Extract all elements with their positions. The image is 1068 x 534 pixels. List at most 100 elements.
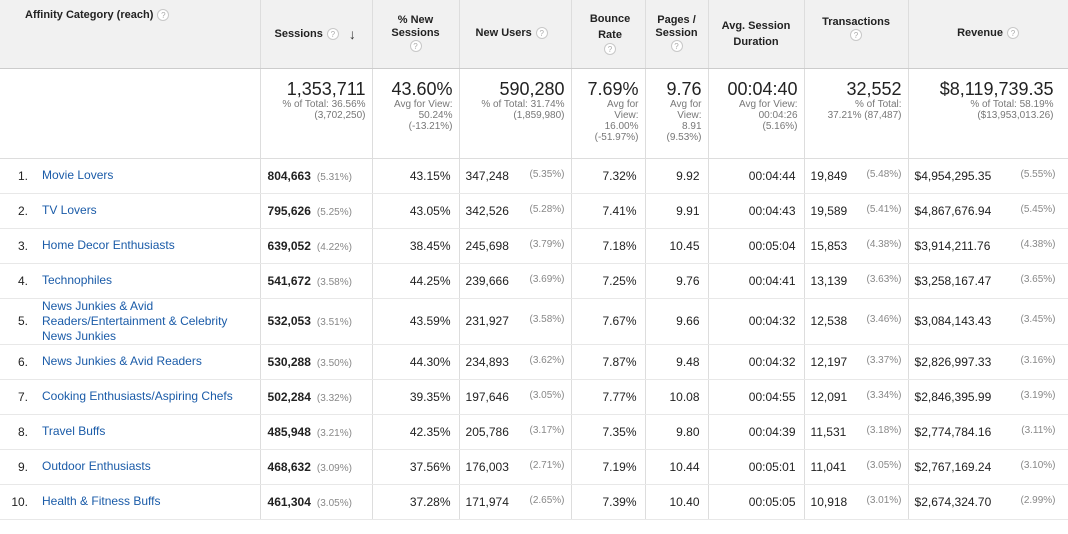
new-users-percent: (3.17%): [529, 424, 565, 436]
category-link[interactable]: Travel Buffs: [28, 414, 261, 450]
sessions-value: 468,632: [267, 459, 311, 474]
row-index: 10.: [0, 484, 28, 520]
totals-bounce-rate-note: View:: [614, 109, 639, 121]
sessions-percent: (3.09%): [316, 462, 352, 474]
new-users-percent: (3.79%): [529, 238, 565, 250]
new-users-cell: 245,698 (3.79%): [459, 228, 572, 264]
transactions-cell: 12,538 (3.46%): [804, 298, 909, 345]
sessions-cell: 461,304 (3.05%): [259, 484, 373, 520]
sessions-value: 530,288: [267, 354, 311, 369]
column-header-sessions[interactable]: Sessions? ↓: [259, 0, 373, 69]
new-users-value: 231,927: [465, 314, 509, 328]
new-sessions-cell: 44.25%: [372, 263, 460, 299]
totals-revenue-note: % of Total: 58.19%: [970, 98, 1054, 110]
sort-descending-icon[interactable]: ↓: [348, 25, 356, 42]
bounce-rate-cell: 7.41%: [571, 193, 646, 229]
category-link[interactable]: TV Lovers: [28, 193, 261, 229]
column-header-new-users[interactable]: New Users?: [459, 0, 572, 69]
new-sessions-cell: 38.45%: [372, 228, 460, 264]
category-link[interactable]: Movie Lovers: [28, 158, 261, 194]
help-icon[interactable]: ?: [535, 27, 548, 40]
category-link[interactable]: Health & Fitness Buffs: [28, 484, 261, 520]
revenue-value: $2,674,324.70: [914, 494, 992, 509]
pages-session-cell: 9.80: [645, 414, 709, 450]
avg-session-duration-cell: 00:04:32: [708, 298, 805, 345]
pages-session-cell: 9.66: [645, 298, 709, 345]
table-row: 4. Technophiles 541,672 (3.58%) 44.25% 23…: [0, 263, 1068, 299]
category-link[interactable]: Home Decor Enthusiasts: [28, 228, 261, 264]
column-header-avg-session-duration[interactable]: Avg. Session Duration: [708, 0, 805, 69]
new-users-percent: (5.35%): [529, 168, 565, 180]
new-sessions-cell: 44.30%: [372, 344, 460, 380]
help-icon[interactable]: ?: [850, 29, 863, 42]
totals-bounce-rate-value: 7.69%: [587, 78, 639, 99]
report-table: Affinity Category (reach)? Sessions? ↓ % …: [0, 0, 1068, 520]
transactions-value: 13,139: [810, 273, 848, 288]
revenue-value: $3,914,211.76: [914, 238, 991, 253]
revenue-percent: (3.65%): [1020, 273, 1056, 285]
totals-sessions-note: % of Total: 36.56%: [282, 98, 366, 110]
column-header-new-users-label: New Users: [475, 27, 532, 40]
transactions-percent: (5.48%): [866, 168, 902, 180]
avg-session-duration-cell: 00:05:05: [708, 484, 805, 520]
transactions-value: 19,589: [810, 203, 848, 218]
revenue-cell: $3,914,211.76 (4.38%): [908, 228, 1068, 264]
column-header-bounce-rate[interactable]: Bounce Rate ?: [571, 0, 646, 69]
help-icon[interactable]: ?: [326, 27, 339, 40]
new-users-cell: 234,893 (3.62%): [459, 344, 572, 380]
transactions-cell: 15,853 (4.38%): [804, 228, 909, 264]
transactions-percent: (3.01%): [866, 494, 902, 506]
table-row: 10. Health & Fitness Buffs 461,304 (3.05%…: [0, 484, 1068, 520]
sessions-percent: (5.25%): [316, 206, 352, 218]
category-link[interactable]: News Junkies & Avid Readers/Entertainmen…: [28, 298, 261, 345]
help-icon[interactable]: ?: [409, 40, 422, 53]
new-users-cell: 197,646 (3.05%): [459, 379, 572, 415]
table-row: 2. TV Lovers 795,626 (5.25%) 43.05% 342,5…: [0, 193, 1068, 229]
transactions-cell: 10,918 (3.01%): [804, 484, 909, 520]
column-header-bounce-rate-label: Bounce Rate: [589, 13, 631, 42]
new-users-percent: (3.05%): [529, 389, 565, 401]
sessions-percent: (3.21%): [316, 427, 352, 439]
help-icon[interactable]: ?: [604, 43, 617, 56]
revenue-cell: $3,258,167.47 (3.65%): [908, 263, 1068, 299]
revenue-cell: $3,084,143.43 (3.45%): [908, 298, 1068, 345]
row-index: 6.: [0, 344, 28, 380]
totals-pages-session-note: Avg for: [670, 98, 702, 110]
avg-session-duration-cell: 00:04:39: [708, 414, 805, 450]
header-row: Affinity Category (reach)? Sessions? ↓ % …: [0, 0, 1068, 69]
category-link[interactable]: Technophiles: [28, 263, 261, 299]
transactions-cell: 12,197 (3.37%): [804, 344, 909, 380]
category-link[interactable]: Cooking Enthusiasts/Aspiring Chefs: [28, 379, 261, 415]
transactions-percent: (3.46%): [866, 314, 902, 325]
totals-revenue: $8,119,739.35 % of Total: 58.19% ($13,95…: [908, 68, 1068, 159]
help-icon[interactable]: ?: [1006, 27, 1019, 40]
sessions-percent: (5.31%): [316, 171, 352, 183]
new-users-cell: 176,003 (2.71%): [459, 449, 572, 485]
column-header-transactions[interactable]: Transactions?: [804, 0, 909, 69]
transactions-value: 10,918: [810, 494, 848, 509]
totals-new-sessions-note: (-13.21%): [408, 120, 453, 132]
revenue-value: $3,258,167.47: [914, 273, 992, 288]
avg-session-duration-cell: 00:04:41: [708, 263, 805, 299]
sessions-cell: 795,626 (5.25%): [259, 193, 373, 229]
category-link[interactable]: News Junkies & Avid Readers: [28, 344, 261, 380]
column-header-category[interactable]: Affinity Category (reach)?: [0, 0, 261, 69]
table-row: 7. Cooking Enthusiasts/Aspiring Chefs 50…: [0, 379, 1068, 415]
table-row: 8. Travel Buffs 485,948 (3.21%) 42.35% 20…: [0, 414, 1068, 450]
column-header-revenue[interactable]: Revenue?: [908, 0, 1068, 69]
revenue-value: $3,084,143.43: [914, 314, 992, 328]
category-link[interactable]: Outdoor Enthusiasts: [28, 449, 261, 485]
new-users-percent: (3.62%): [529, 354, 565, 366]
help-icon[interactable]: ?: [670, 40, 683, 53]
column-header-pages-session[interactable]: Pages / Session?: [645, 0, 709, 69]
column-header-new-sessions[interactable]: % New Sessions?: [372, 0, 460, 69]
new-users-value: 347,248: [465, 168, 509, 183]
row-index: 7.: [0, 379, 28, 415]
help-icon[interactable]: ?: [157, 9, 170, 22]
new-users-percent: (5.28%): [529, 203, 565, 215]
revenue-percent: (3.16%): [1020, 354, 1056, 366]
column-header-revenue-label: Revenue: [957, 27, 1003, 40]
table-row: 9. Outdoor Enthusiasts 468,632 (3.09%) 37…: [0, 449, 1068, 485]
transactions-percent: (3.37%): [866, 354, 902, 366]
table-row: 6. News Junkies & Avid Readers 530,288 (3…: [0, 344, 1068, 380]
